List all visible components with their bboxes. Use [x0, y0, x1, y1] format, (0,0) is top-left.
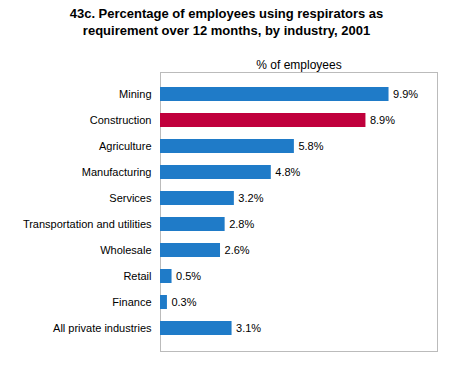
svg-text:4.8%: 4.8% — [275, 166, 300, 178]
svg-text:Wholesale: Wholesale — [100, 244, 151, 256]
svg-text:8.9%: 8.9% — [370, 114, 395, 126]
html-text:43c. Percentage of employees u: 43c. Percentage of employees using respi… — [69, 6, 384, 38]
svg-text:Finance: Finance — [112, 296, 151, 308]
svg-text:Transportation and utilities: Transportation and utilities — [23, 218, 152, 230]
svg-text:3.2%: 3.2% — [238, 192, 263, 204]
svg-text:Services: Services — [109, 192, 152, 204]
svg-text:2.8%: 2.8% — [229, 218, 254, 230]
svg-text:Mining: Mining — [119, 88, 151, 100]
svg-text:Construction: Construction — [90, 114, 152, 126]
svg-text:2.6%: 2.6% — [225, 244, 250, 256]
svg-text:% of employees: % of employees — [256, 58, 341, 72]
svg-text:Retail: Retail — [123, 270, 151, 282]
svg-text:0.5%: 0.5% — [176, 270, 201, 282]
svg-text:Manufacturing: Manufacturing — [82, 166, 152, 178]
svg-text:5.8%: 5.8% — [298, 140, 323, 152]
svg-text:All private industries: All private industries — [53, 322, 152, 334]
svg-text:9.9%: 9.9% — [393, 88, 418, 100]
svg-text:3.1%: 3.1% — [236, 322, 261, 334]
svg-text:Agriculture: Agriculture — [99, 140, 152, 152]
svg-text:0.3%: 0.3% — [171, 296, 196, 308]
